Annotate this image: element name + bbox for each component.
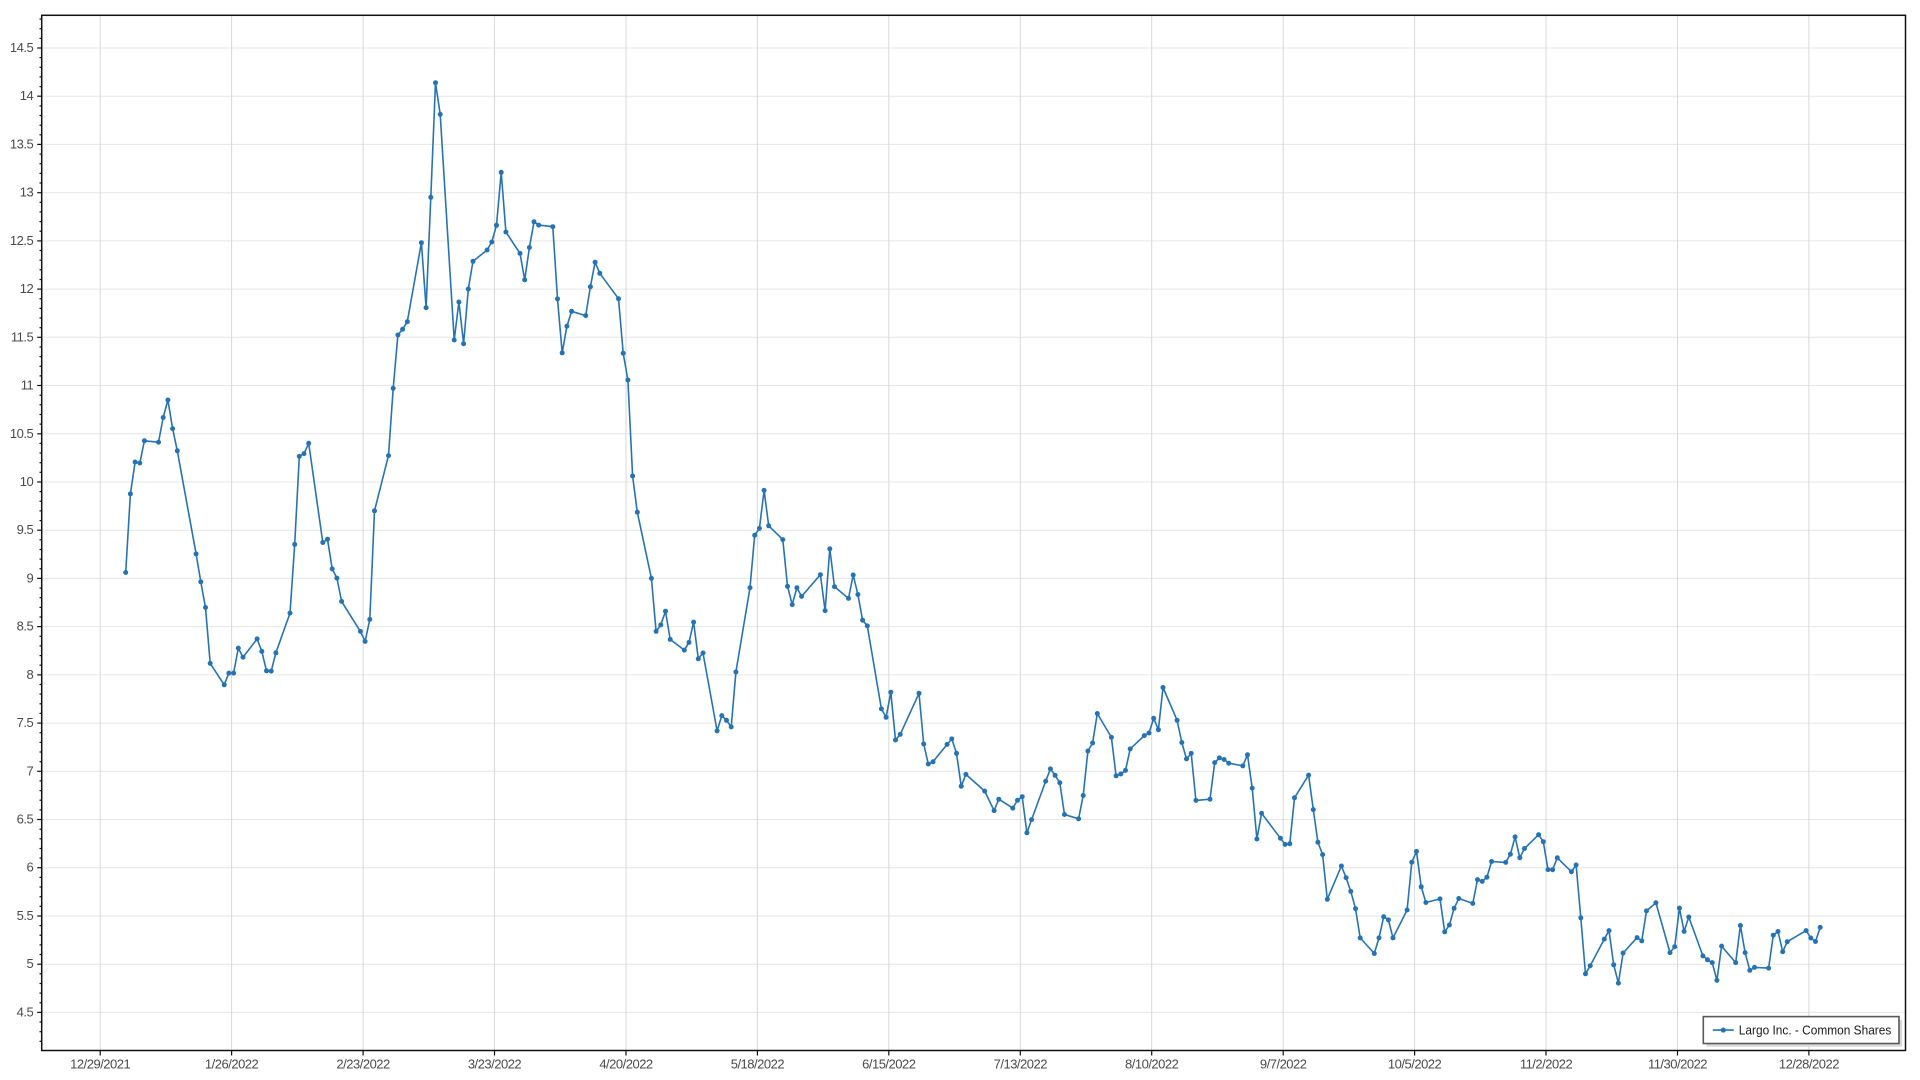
svg-text:11/30/2022: 11/30/2022 [1648,1057,1707,1072]
svg-text:10.5: 10.5 [10,426,34,441]
svg-text:13: 13 [20,185,34,200]
svg-text:5.5: 5.5 [17,908,34,923]
svg-text:10: 10 [20,474,34,489]
svg-text:14: 14 [20,88,34,103]
svg-text:5: 5 [26,956,33,971]
svg-text:8.5: 8.5 [17,619,34,634]
svg-text:4/20/2022: 4/20/2022 [599,1057,653,1072]
svg-text:7.5: 7.5 [17,715,34,730]
svg-text:9.5: 9.5 [17,522,34,537]
svg-text:11.5: 11.5 [11,329,34,344]
svg-text:13.5: 13.5 [10,136,34,151]
svg-text:7: 7 [26,763,33,778]
svg-text:8/10/2022: 8/10/2022 [1125,1057,1179,1072]
svg-text:5/18/2022: 5/18/2022 [731,1057,785,1072]
svg-text:8: 8 [26,667,33,682]
svg-text:12/28/2022: 12/28/2022 [1779,1057,1839,1072]
svg-text:6/15/2022: 6/15/2022 [862,1057,916,1072]
svg-text:12/29/2021: 12/29/2021 [70,1057,130,1072]
svg-text:9/7/2022: 9/7/2022 [1260,1057,1307,1072]
svg-text:4.5: 4.5 [17,1004,34,1019]
svg-text:11: 11 [21,378,34,393]
svg-text:1/26/2022: 1/26/2022 [205,1057,259,1072]
svg-text:3/23/2022: 3/23/2022 [468,1057,522,1072]
svg-text:14.5: 14.5 [10,40,34,55]
svg-text:11/2/2022: 11/2/2022 [1520,1057,1573,1072]
svg-text:2/23/2022: 2/23/2022 [336,1057,390,1072]
svg-text:9: 9 [26,570,33,585]
svg-text:12: 12 [20,281,34,296]
svg-text:6: 6 [26,860,33,875]
svg-text:10/5/2022: 10/5/2022 [1388,1057,1442,1072]
svg-text:6.5: 6.5 [17,812,34,827]
svg-text:7/13/2022: 7/13/2022 [994,1057,1048,1072]
svg-text:Largo Inc. - Common Shares: Largo Inc. - Common Shares [1739,1022,1892,1037]
svg-text:12.5: 12.5 [10,233,34,248]
